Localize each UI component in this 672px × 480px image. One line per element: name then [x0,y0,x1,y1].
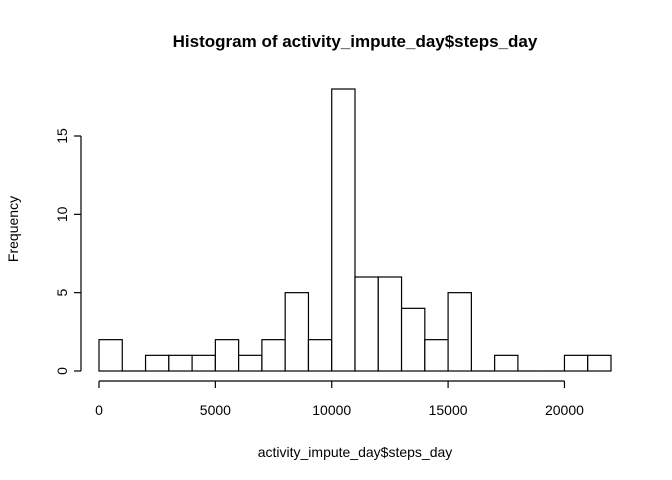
y-tick-label: 0 [54,367,70,375]
histogram-bar [354,276,379,372]
y-axis-label: Frequency [5,196,21,262]
histogram-bar [284,292,310,372]
histogram-bar [331,88,356,372]
x-tick-label: 20000 [545,402,584,418]
x-tick-label: 10000 [312,402,351,418]
histogram-bar [261,339,286,372]
histogram-bar [144,354,170,372]
x-tick-label: 15000 [429,402,468,418]
histogram-bar [587,354,612,372]
chart-title: Histogram of activity_impute_day$steps_d… [173,32,538,51]
histogram-bar [238,354,263,372]
x-axis-label: activity_impute_day$steps_day [258,444,453,460]
y-axis: 0 5 10 15 [54,128,82,375]
histogram-bar [168,354,193,372]
histogram-bar [214,339,240,372]
histogram-bar [307,339,333,372]
histogram-bar [191,354,216,372]
histogram-bar [563,354,589,372]
histogram-bar [400,307,426,372]
y-tick-label: 5 [54,289,70,297]
histogram-bar [424,339,449,372]
x-tick-label: 0 [95,402,103,418]
x-axis: 0 5000 10000 15000 20000 [95,380,584,418]
y-tick-label: 10 [54,206,70,222]
bars-group [98,88,612,372]
histogram-bar [98,339,123,372]
y-tick-label: 15 [54,128,70,144]
histogram-bar [494,354,519,372]
histogram-bar [377,276,403,372]
histogram-bar [447,292,472,372]
x-tick-label: 5000 [200,402,231,418]
